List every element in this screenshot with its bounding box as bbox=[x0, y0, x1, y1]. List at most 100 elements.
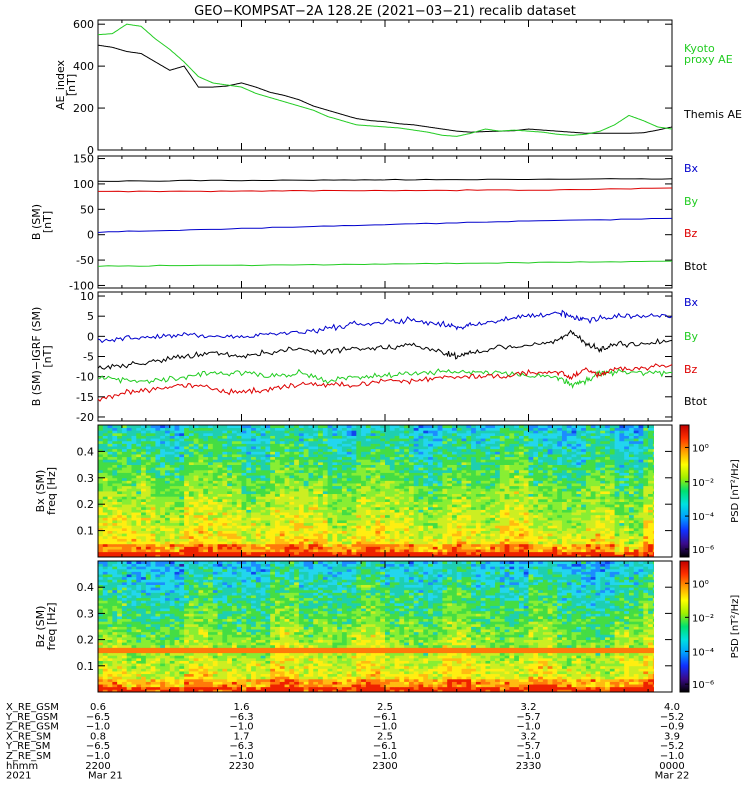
specbx-cell bbox=[279, 522, 285, 526]
specbx-cell bbox=[404, 506, 410, 510]
specbx-cell bbox=[270, 477, 276, 481]
specbx-cell bbox=[179, 498, 185, 502]
specbx-cell bbox=[638, 506, 644, 510]
specbx-cell bbox=[480, 527, 486, 531]
specbx-cell bbox=[585, 456, 592, 460]
specbx-cell bbox=[313, 530, 319, 534]
specbx-cell bbox=[461, 501, 467, 505]
specbx-cell bbox=[231, 454, 238, 458]
specbx-cell bbox=[380, 512, 386, 516]
specbx-cell bbox=[174, 549, 180, 553]
specbx-cell bbox=[313, 541, 319, 545]
specbx-cell bbox=[633, 541, 639, 545]
specbx-cell bbox=[260, 461, 266, 465]
specbx-cell bbox=[303, 509, 309, 513]
specbx-cell bbox=[279, 517, 285, 521]
specbx-cell bbox=[150, 477, 156, 481]
specbx-cell bbox=[294, 485, 300, 489]
specbx-cell bbox=[509, 525, 515, 529]
specbx-cell bbox=[428, 549, 434, 553]
specbx-cell bbox=[447, 527, 453, 531]
specbx-cell bbox=[609, 541, 615, 545]
specbx-cell bbox=[413, 525, 419, 529]
specbx-cell bbox=[561, 475, 568, 479]
specbx-cell bbox=[102, 533, 108, 537]
specbx-cell bbox=[265, 546, 271, 550]
specbx-cell bbox=[499, 546, 505, 550]
specbx-cell bbox=[648, 546, 654, 550]
specbx-cell bbox=[227, 488, 233, 492]
specbx-cell bbox=[208, 501, 214, 505]
specbx-cell bbox=[160, 461, 166, 465]
specbx-cell bbox=[432, 461, 439, 465]
specbx-cell bbox=[318, 459, 324, 463]
specbx-cell bbox=[322, 454, 328, 458]
specbx-cell bbox=[150, 472, 156, 476]
specbx-cell bbox=[538, 477, 544, 481]
specbx-cell bbox=[533, 504, 539, 508]
specbx-cell bbox=[432, 530, 439, 534]
specbx-cell bbox=[605, 522, 611, 526]
specbx-cell bbox=[246, 501, 252, 505]
specbx-cell bbox=[346, 549, 352, 553]
specbx-cell bbox=[98, 533, 104, 537]
specbx-cell bbox=[380, 554, 386, 558]
specbx-cell bbox=[117, 472, 123, 476]
specbx-cell bbox=[514, 464, 520, 468]
specbx-cell bbox=[337, 454, 343, 458]
specbx-cell bbox=[241, 549, 247, 553]
specbx-cell bbox=[117, 525, 123, 529]
specbx-cell bbox=[313, 472, 319, 476]
specbx-cell bbox=[208, 488, 214, 492]
specbx-cell bbox=[423, 509, 429, 513]
specbx-cell bbox=[638, 475, 644, 479]
specbx-cell bbox=[198, 477, 204, 481]
specbx-cell bbox=[341, 551, 348, 555]
specbx-cell bbox=[265, 525, 271, 529]
specbx-cell bbox=[236, 496, 242, 500]
specbx-cell bbox=[370, 454, 376, 458]
specbx-cell bbox=[408, 451, 415, 455]
specbx-cell bbox=[394, 498, 400, 502]
specbx-cell bbox=[619, 472, 625, 476]
specbx-cell bbox=[365, 522, 372, 526]
specbx-cell bbox=[638, 546, 644, 550]
specbx-cell bbox=[126, 527, 132, 531]
specbx-cell bbox=[179, 480, 185, 484]
specbx-cell bbox=[203, 456, 209, 460]
specbx-cell bbox=[423, 538, 429, 542]
specbx-cell bbox=[538, 525, 544, 529]
specbx-cell bbox=[303, 506, 309, 510]
specbx-cell bbox=[260, 530, 266, 534]
specbx-cell bbox=[121, 491, 128, 495]
specbx-cell bbox=[394, 491, 400, 495]
specbx-cell bbox=[581, 554, 587, 558]
specbx-cell bbox=[466, 480, 472, 484]
specbx-cell bbox=[241, 456, 247, 460]
specbx-cell bbox=[361, 501, 367, 505]
specbx-cell bbox=[581, 461, 587, 465]
specbx-cell bbox=[552, 543, 558, 547]
specbx-cell bbox=[298, 512, 305, 516]
specbx-cell bbox=[241, 517, 247, 521]
specbx-cell bbox=[164, 517, 171, 521]
specbx-cell bbox=[294, 520, 300, 524]
specbx-cell bbox=[590, 456, 596, 460]
specbx-cell bbox=[643, 498, 649, 502]
specbx-cell bbox=[437, 488, 443, 492]
specbx-cell bbox=[337, 461, 343, 465]
specbx-cell bbox=[595, 533, 601, 537]
specbx-cell bbox=[341, 496, 348, 500]
specbx-cell bbox=[164, 485, 171, 489]
specbx-cell bbox=[509, 483, 515, 487]
specbx-cell bbox=[251, 467, 257, 471]
specbx-cell bbox=[112, 506, 118, 510]
specbx-cell bbox=[600, 461, 606, 465]
specbx-cell bbox=[533, 543, 539, 547]
specbx-cell bbox=[365, 554, 372, 558]
specbx-cell bbox=[385, 533, 391, 537]
specbx-cell bbox=[571, 546, 577, 550]
specbx-cell bbox=[236, 538, 242, 542]
specbx-cell bbox=[121, 530, 128, 534]
specbx-cell bbox=[428, 514, 434, 518]
